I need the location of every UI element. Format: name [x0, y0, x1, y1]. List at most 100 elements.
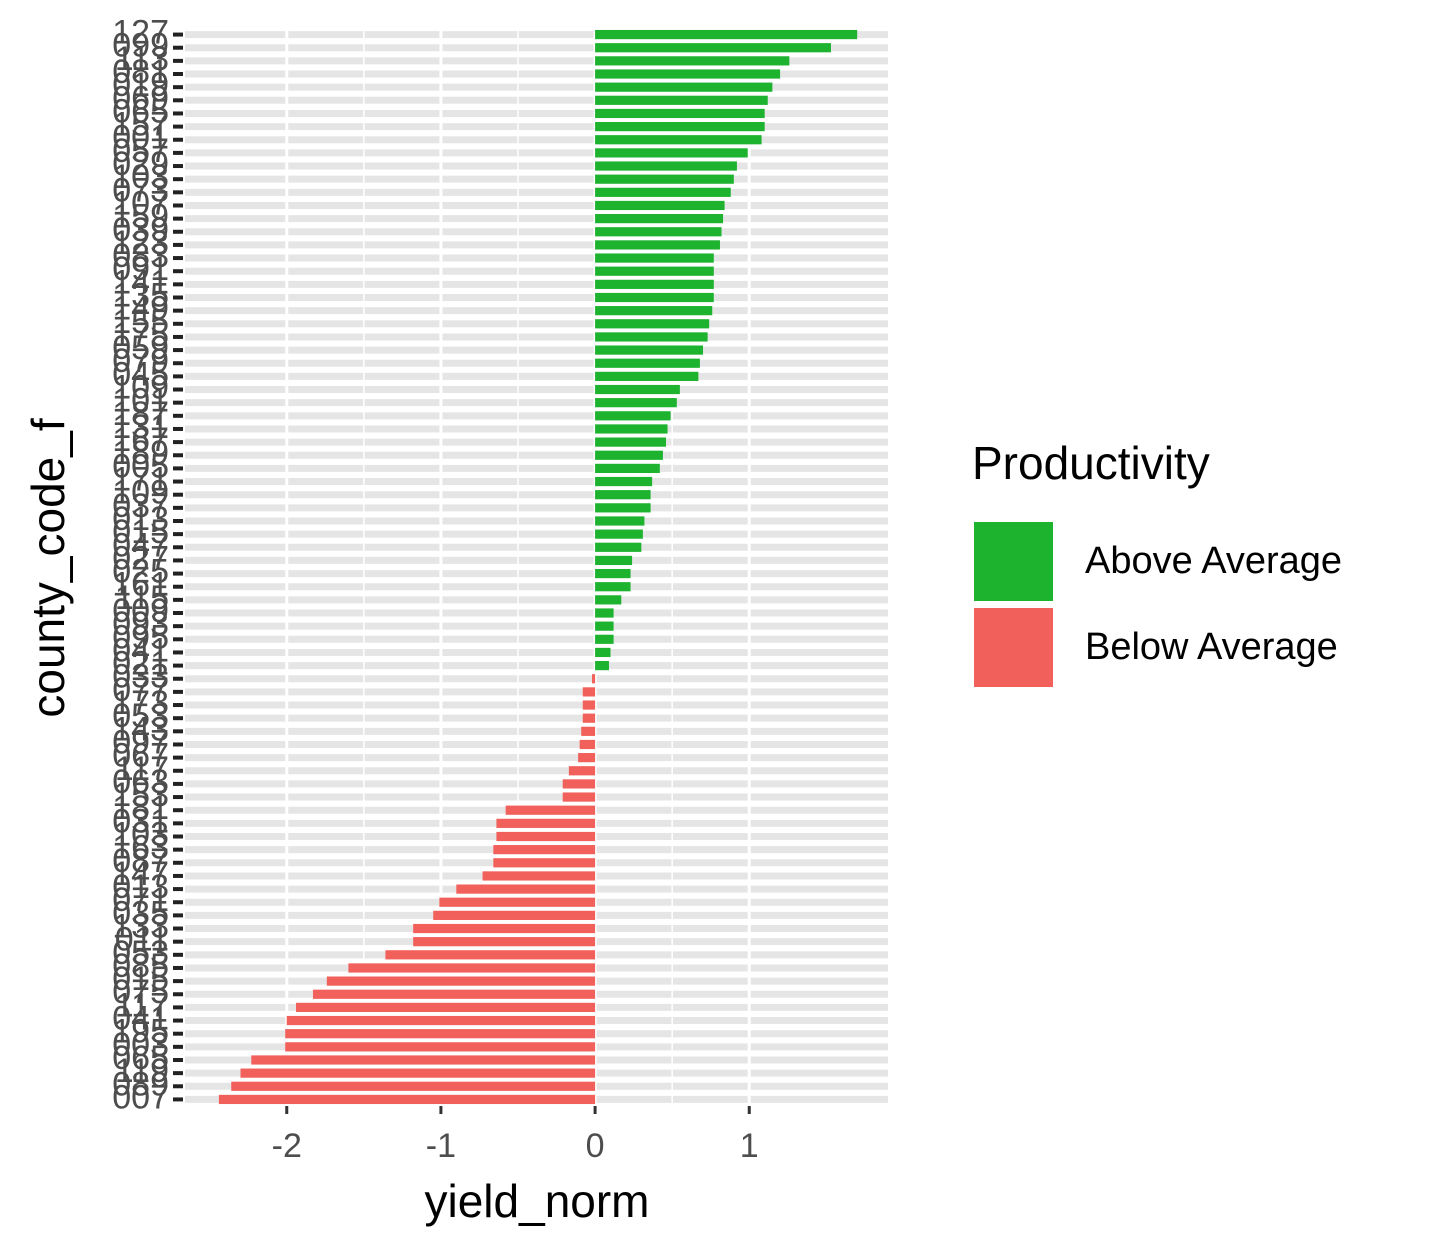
- bar: [240, 1068, 596, 1078]
- y-tick-label: 003: [112, 1026, 169, 1064]
- bar: [456, 884, 596, 894]
- bar: [595, 595, 622, 605]
- y-tick-label: 127: [112, 14, 169, 52]
- bar: [595, 621, 614, 631]
- y-tick-label: 097: [112, 723, 169, 761]
- y-tick-label: 033: [112, 658, 169, 696]
- bar: [595, 135, 762, 145]
- y-tick-label: 163: [112, 829, 169, 867]
- y-tick-label: 119: [115, 1052, 169, 1090]
- bar: [595, 240, 720, 250]
- bar: [595, 69, 781, 79]
- bar: [595, 384, 680, 395]
- x-axis-title: yield_norm: [425, 1175, 650, 1227]
- bar: [595, 555, 633, 566]
- x-tick-label: -2: [272, 1127, 302, 1165]
- y-tick-label: 015: [112, 513, 169, 551]
- y-tick-label: 037: [112, 487, 169, 525]
- y-tick-label: 039: [112, 211, 169, 249]
- bar: [595, 424, 668, 434]
- y-tick-label: 065: [112, 1039, 169, 1077]
- y-tick-label: 069: [112, 79, 169, 117]
- bar: [581, 726, 596, 736]
- y-tick-label: 031: [112, 802, 169, 840]
- bar: [595, 187, 731, 197]
- bar: [595, 463, 660, 474]
- bar: [595, 647, 611, 658]
- bar: [562, 779, 596, 789]
- bar: [595, 634, 614, 644]
- y-tick-label: 015: [112, 960, 169, 998]
- bar: [595, 345, 703, 355]
- bar: [413, 923, 596, 934]
- bar: [595, 542, 642, 552]
- bar: [595, 608, 614, 618]
- y-tick-label: 117: [115, 750, 169, 788]
- bar: [595, 121, 765, 132]
- bar: [595, 29, 858, 40]
- y-tick-label: 007: [112, 1078, 169, 1116]
- y-tick-label: 057: [112, 132, 169, 170]
- y-tick-label: 161: [112, 566, 169, 604]
- y-tick-label: 187: [112, 395, 169, 433]
- y-tick-label: 021: [112, 645, 169, 683]
- y-tick-label: 153: [112, 776, 169, 814]
- y-tick-label: 093: [112, 605, 169, 643]
- y-tick-label: 041: [112, 631, 169, 669]
- bar: [595, 43, 831, 53]
- y-tick-label: 013: [112, 500, 169, 538]
- y-axis-title: county_code_f: [22, 418, 74, 717]
- x-tick-label: -1: [426, 1127, 456, 1165]
- bar: [595, 398, 677, 408]
- bar: [595, 56, 790, 66]
- y-tick-label: 001: [112, 119, 169, 157]
- y-tick-label: 083: [112, 237, 169, 275]
- legend-label: Below Average: [1085, 626, 1338, 668]
- bar: [582, 687, 596, 697]
- bar: [595, 174, 734, 184]
- bar: [496, 831, 596, 842]
- bar: [493, 858, 596, 868]
- y-tick-label: 045: [112, 355, 169, 393]
- bar: [578, 753, 596, 763]
- y-tick-label: 131: [112, 408, 169, 446]
- y-tick-label: 149: [112, 290, 169, 328]
- bar: [218, 1094, 596, 1105]
- y-tick-label: 063: [112, 763, 169, 801]
- y-tick-label: 077: [112, 671, 169, 709]
- bar: [595, 490, 651, 500]
- bar: [413, 937, 596, 947]
- y-tick-label: 181: [112, 789, 169, 827]
- y-tick-label: 073: [112, 171, 169, 209]
- y-tick-label: 117: [115, 986, 169, 1024]
- bar: [595, 161, 737, 171]
- y-tick-label: 135: [112, 276, 169, 314]
- y-tick-label: 107: [112, 184, 169, 222]
- bar: [595, 306, 713, 316]
- y-tick-label: 189: [112, 434, 169, 472]
- bar: [595, 660, 609, 671]
- bar: [385, 950, 596, 960]
- y-tick-label: 071: [112, 881, 169, 919]
- y-tick-label: 133: [112, 908, 169, 946]
- bar: [595, 332, 708, 342]
- y-tick-label: 079: [112, 342, 169, 380]
- y-tick-label: 009: [112, 592, 169, 630]
- y-tick-label: 095: [112, 618, 169, 656]
- y-tick-label: 141: [112, 263, 169, 301]
- y-tick-label: 047: [112, 526, 169, 564]
- y-tick-label: 005: [112, 447, 169, 485]
- bar: [285, 1029, 596, 1039]
- y-tick-label: 091: [112, 250, 169, 288]
- y-tick-label: 109: [112, 369, 169, 407]
- y-tick-label: 053: [112, 934, 169, 972]
- bar: [251, 1055, 596, 1065]
- bar: [595, 411, 671, 421]
- bar: [595, 358, 700, 368]
- bar: [595, 108, 765, 119]
- y-tick-label: 195: [112, 1013, 169, 1051]
- y-tick-label: 013: [112, 868, 169, 906]
- bar: [505, 805, 596, 815]
- bar: [348, 963, 596, 973]
- y-tick-label: 175: [112, 316, 169, 354]
